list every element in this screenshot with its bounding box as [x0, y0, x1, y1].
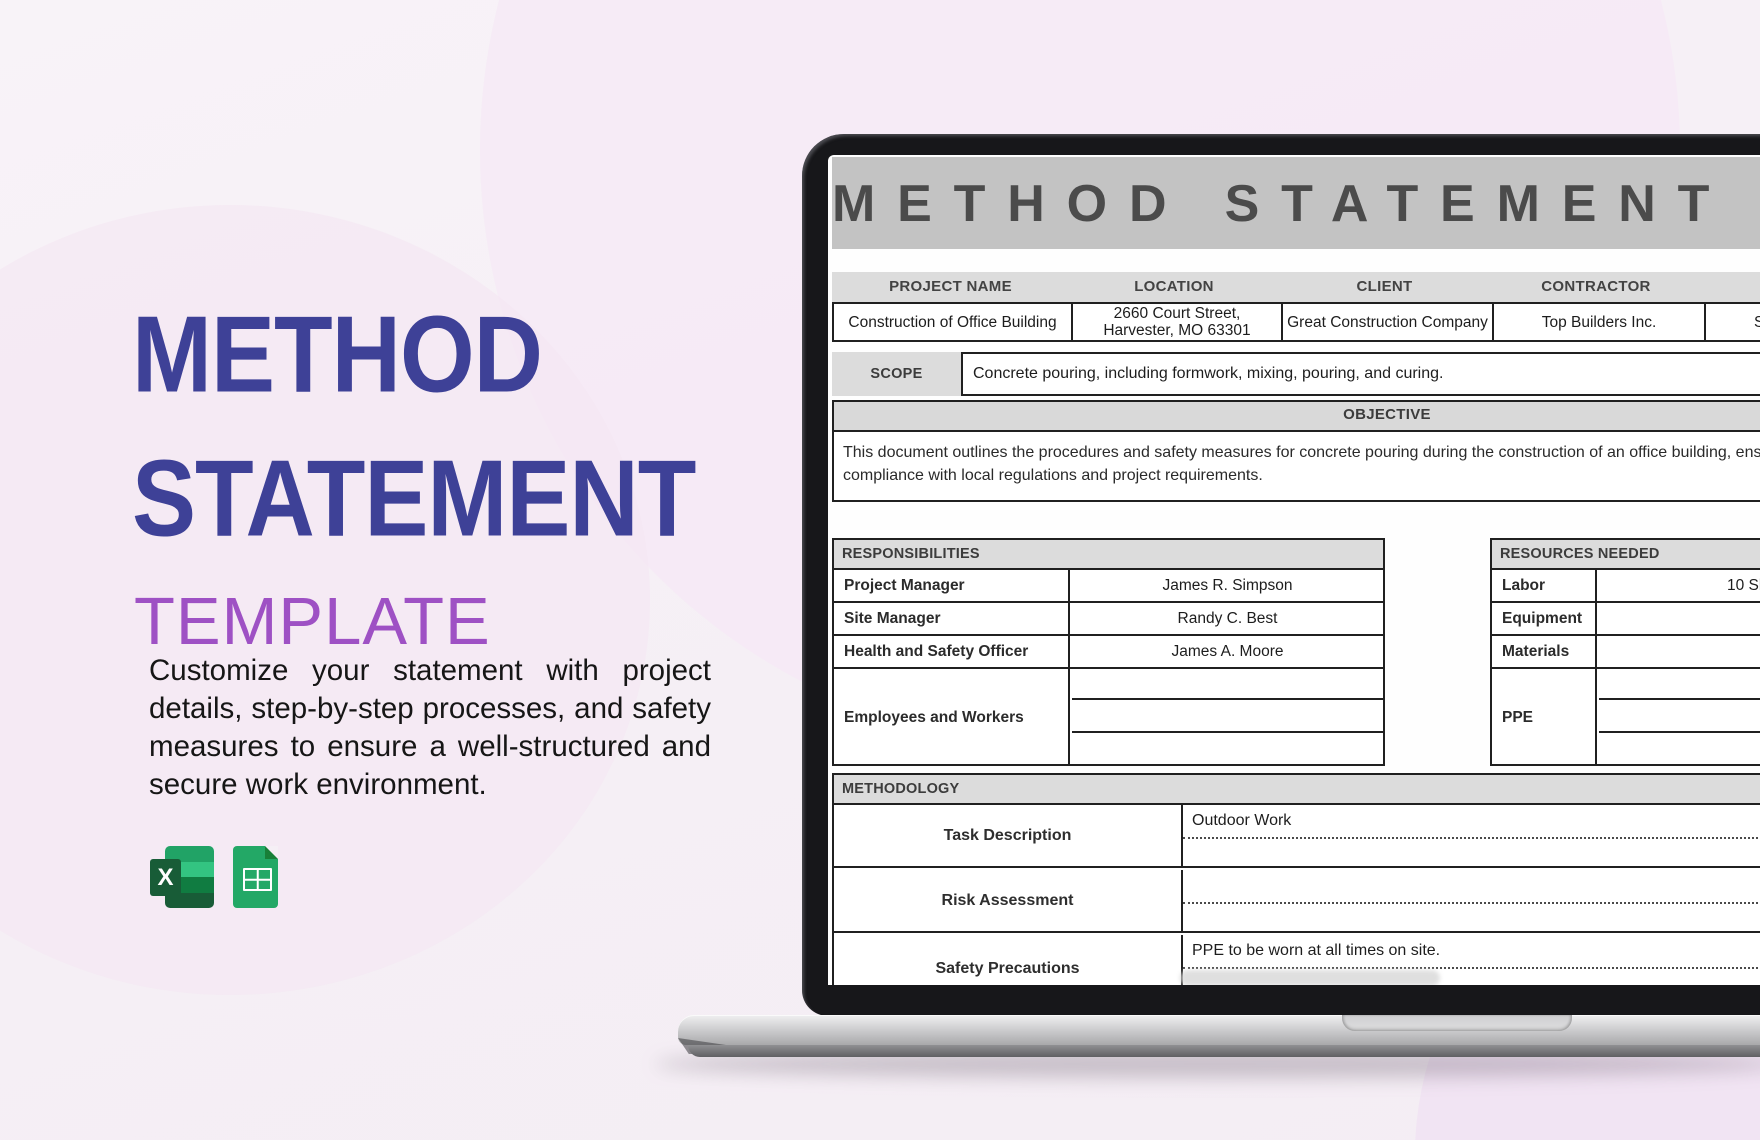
laptop-base	[678, 1015, 1760, 1045]
cell-contractor[interactable]: Top Builders Inc.	[1492, 304, 1704, 340]
project-info-row: Construction of Office Building 2660 Cou…	[832, 302, 1760, 342]
ruled-line	[1183, 902, 1760, 904]
google-sheets-icon[interactable]	[233, 846, 278, 908]
empty-cell[interactable]	[1072, 735, 1383, 766]
objective-box[interactable]: This document outlines the procedures an…	[832, 432, 1760, 502]
excel-x-badge: X	[150, 859, 181, 896]
methodology-row-task: Task Description Outdoor Work	[834, 805, 1760, 868]
table-row: Health and Safety Officer James A. Moore	[834, 636, 1383, 669]
document-title: METHOD STATEMENT	[832, 175, 1732, 233]
empty-cell[interactable]	[1599, 669, 1760, 700]
row-label-employees: Employees and Workers	[834, 669, 1070, 766]
row-label-task-description: Task Description	[834, 805, 1183, 866]
row-value-hs-officer[interactable]: James A. Moore	[1171, 642, 1284, 660]
empty-cell[interactable]	[1599, 702, 1760, 733]
objective-band	[832, 400, 1760, 432]
laptop-screen: METHOD STATEMENT PROJECT NAME LOCATION C…	[828, 155, 1760, 985]
objective-label: OBJECTIVE	[1343, 406, 1431, 423]
row-value-labor[interactable]: 10 Skil	[1727, 576, 1760, 594]
laptop-base-underside	[688, 1045, 1760, 1057]
row-value-task-description[interactable]: Outdoor Work	[1192, 812, 1292, 829]
objective-text-line2: compliance with local regulations and pr…	[843, 467, 1263, 484]
table-row: Materials	[1492, 636, 1760, 669]
table-row-group: Employees and Workers	[834, 669, 1383, 766]
row-value-materials[interactable]	[1599, 636, 1760, 667]
cell-client[interactable]: Great Construction Company	[1281, 304, 1492, 340]
row-value-equipment[interactable]	[1599, 603, 1760, 634]
background-circle-bottom-left	[0, 205, 650, 995]
resources-title: RESOURCES NEEDED	[1492, 540, 1760, 570]
ruled-line	[1183, 837, 1760, 839]
cell-location[interactable]: 2660 Court Street, Harvester, MO 63301	[1071, 304, 1281, 340]
methodology-row-safety: Safety Precautions PPE to be worn at all…	[834, 935, 1760, 985]
methodology-table: METHODOLOGY Task Description Outdoor Wor…	[832, 773, 1760, 985]
col-header-project-name: PROJECT NAME	[832, 272, 1069, 302]
ruled-line	[1183, 967, 1760, 969]
methodology-row-risk: Risk Assessment	[834, 870, 1760, 933]
responsibilities-table: RESPONSIBILITIES Project Manager James R…	[832, 538, 1385, 766]
empty-cell[interactable]	[1072, 702, 1383, 733]
screen-reflection	[1180, 970, 1440, 985]
row-label-materials: Materials	[1492, 636, 1597, 667]
col-header-client: CLIENT	[1279, 272, 1490, 302]
row-label-hs-officer: Health and Safety Officer	[834, 636, 1070, 667]
cell-project-name[interactable]: Construction of Office Building	[848, 313, 1057, 331]
table-row-group: PPE	[1492, 669, 1760, 766]
row-value-risk-assessment[interactable]	[1183, 870, 1760, 902]
row-label-labor: Labor	[1492, 570, 1597, 601]
row-label-safety-precautions: Safety Precautions	[834, 935, 1183, 985]
col-header-location: LOCATION	[1069, 272, 1279, 302]
table-row: Labor 10 Skil	[1492, 570, 1760, 603]
hero-title-line1: METHOD	[132, 294, 543, 416]
table-row: Equipment	[1492, 603, 1760, 636]
objective-text-line1: This document outlines the procedures an…	[843, 444, 1760, 461]
hero-description: Customize your statement with project de…	[149, 654, 711, 801]
row-label-ppe: PPE	[1492, 669, 1597, 766]
row-label-risk-assessment: Risk Assessment	[834, 870, 1183, 931]
col-header-contractor: CONTRACTOR	[1490, 272, 1702, 302]
empty-cell[interactable]	[1072, 669, 1383, 700]
row-value-safety-precautions[interactable]: PPE to be worn at all times on site.	[1192, 942, 1441, 959]
document-header-band	[832, 157, 1760, 249]
table-row: Project Manager James R. Simpson	[834, 570, 1383, 603]
excel-icon[interactable]: X	[150, 846, 214, 908]
scope-label: SCOPE	[832, 352, 961, 396]
resources-table: RESOURCES NEEDED Labor 10 Skil Equipment…	[1490, 538, 1760, 766]
responsibilities-title: RESPONSIBILITIES	[834, 540, 1383, 570]
hero-title-line2: STATEMENT	[132, 438, 696, 560]
row-label-project-manager: Project Manager	[834, 570, 1070, 601]
cell-extra[interactable]: S	[1704, 304, 1760, 340]
row-value-site-manager[interactable]: Randy C. Best	[1177, 609, 1278, 627]
hero-subtitle: TEMPLATE	[134, 584, 491, 659]
row-label-equipment: Equipment	[1492, 603, 1597, 634]
col-header-extra	[1702, 272, 1760, 302]
methodology-title: METHODOLOGY	[834, 775, 1760, 805]
empty-cell[interactable]	[1599, 735, 1760, 766]
laptop-lid-notch	[1342, 1015, 1572, 1031]
row-label-site-manager: Site Manager	[834, 603, 1070, 634]
row-value-project-manager[interactable]: James R. Simpson	[1162, 576, 1293, 594]
scope-value[interactable]: Concrete pouring, including formwork, mi…	[961, 352, 1760, 396]
table-row: Site Manager Randy C. Best	[834, 603, 1383, 636]
sheets-grid-glyph	[243, 868, 272, 891]
